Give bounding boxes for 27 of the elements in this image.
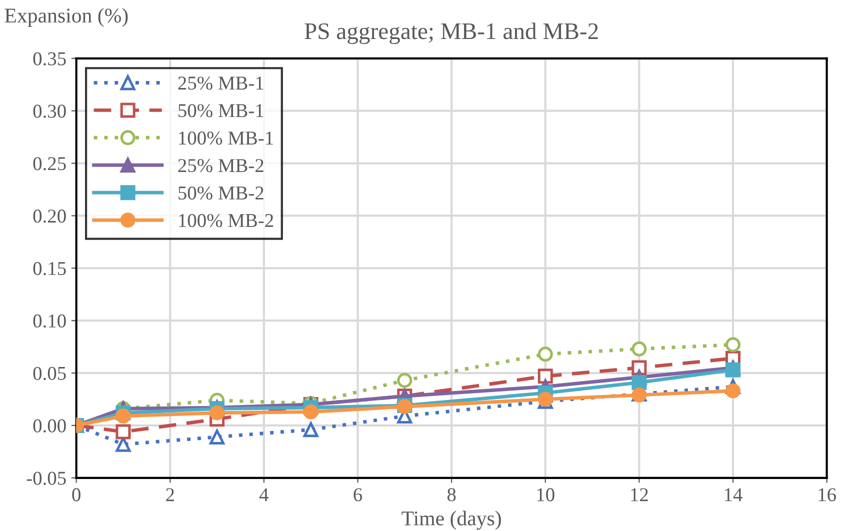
y-tick-label: 0.15 <box>33 262 66 276</box>
legend-label: 50% MB-2 <box>178 186 264 200</box>
x-tick-label: 8 <box>447 488 456 502</box>
x-tick-label: 12 <box>631 488 648 502</box>
y-tick-label: 0.30 <box>33 104 66 118</box>
legend-label: 25% MB-2 <box>178 159 264 172</box>
y-tick-label: 0.20 <box>33 210 66 223</box>
y-tick-label: 0.00 <box>33 419 66 432</box>
y-tick-label: 0.25 <box>33 157 66 170</box>
legend-label: 100% MB-2 <box>179 214 274 228</box>
x-tick-label: 10 <box>537 488 554 502</box>
x-tick-label: 0 <box>72 488 80 502</box>
y-tick-label: 0.35 <box>33 52 66 66</box>
legend-label: 50% MB-1 <box>178 104 264 118</box>
legend-label: 100% MB-1 <box>179 132 273 145</box>
y-tick-label: 0.05 <box>33 366 66 380</box>
x-axis-title: Time (days) <box>402 510 501 530</box>
x-tick-label: 4 <box>259 488 268 502</box>
x-tick-label: 14 <box>724 488 742 502</box>
y-tick-label: 0.10 <box>33 314 66 328</box>
x-tick-label: 2 <box>166 488 174 502</box>
y-axis-title: Expansion (%) <box>4 8 128 27</box>
y-tick-label: -0.05 <box>26 472 66 485</box>
legend-label: 25% MB-1 <box>178 76 264 90</box>
x-tick-label: 6 <box>354 488 362 502</box>
x-tick-label: 16 <box>818 488 836 502</box>
chart-title: PS aggregate; MB-1 and MB-2 <box>304 22 598 44</box>
